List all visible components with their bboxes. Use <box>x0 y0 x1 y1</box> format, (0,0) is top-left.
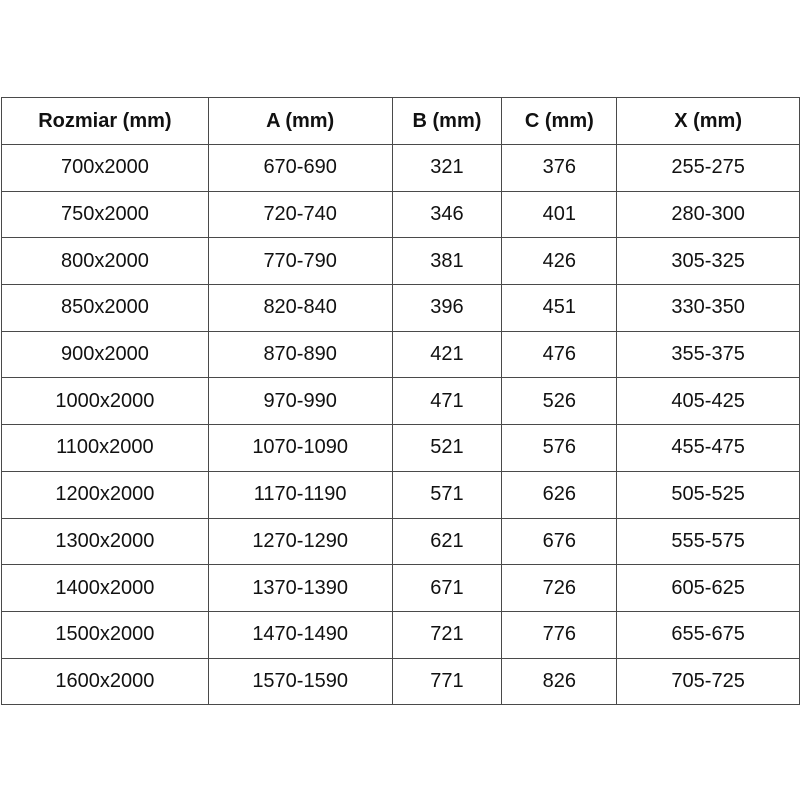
table-cell: 321 <box>391 144 503 192</box>
table-cell: 401 <box>501 190 618 239</box>
table-cell: 820-840 <box>207 284 393 332</box>
column-header: A (mm) <box>207 97 393 145</box>
table-cell: 576 <box>501 424 618 472</box>
table-cell: 670-690 <box>207 144 393 192</box>
table-cell: 396 <box>391 284 503 332</box>
table-cell: 255-275 <box>616 144 800 192</box>
table-cell: 451 <box>501 284 618 332</box>
table-cell: 1400x2000 <box>1 564 209 612</box>
table-cell: 1370-1390 <box>207 564 393 612</box>
table-row: 1200x2000 1170-1190 571 626 505-525 <box>1 470 800 519</box>
table-cell: 330-350 <box>616 284 800 332</box>
table-row: 800x2000 770-790 381 426 305-325 <box>1 237 800 286</box>
column-header: Rozmiar (mm) <box>1 97 209 145</box>
table-cell: 346 <box>391 190 503 239</box>
table-row: 700x2000 670-690 321 376 255-275 <box>1 144 800 192</box>
table-cell: 671 <box>391 564 503 612</box>
table-cell: 776 <box>501 610 618 659</box>
table-cell: 750x2000 <box>1 190 209 239</box>
table-cell: 476 <box>501 330 618 379</box>
table-cell: 1300x2000 <box>1 517 209 566</box>
table-cell: 726 <box>501 564 618 612</box>
table-cell: 1500x2000 <box>1 610 209 659</box>
table-cell: 1070-1090 <box>207 424 393 472</box>
table-cell: 870-890 <box>207 330 393 379</box>
table-cell: 526 <box>501 377 618 426</box>
table-cell: 280-300 <box>616 190 800 239</box>
table-cell: 1600x2000 <box>1 657 209 706</box>
table-row: 1400x2000 1370-1390 671 726 605-625 <box>1 564 800 612</box>
column-header: C (mm) <box>501 97 618 145</box>
table-cell: 826 <box>501 657 618 706</box>
table-row: 900x2000 870-890 421 476 355-375 <box>1 330 800 379</box>
table-cell: 720-740 <box>207 190 393 239</box>
table-cell: 571 <box>391 470 503 519</box>
table-cell: 376 <box>501 144 618 192</box>
table-cell: 1170-1190 <box>207 470 393 519</box>
table-cell: 621 <box>391 517 503 566</box>
table-cell: 555-575 <box>616 517 800 566</box>
table-cell: 850x2000 <box>1 284 209 332</box>
table-cell: 605-625 <box>616 564 800 612</box>
table-cell: 521 <box>391 424 503 472</box>
table-cell: 1470-1490 <box>207 610 393 659</box>
table-cell: 970-990 <box>207 377 393 426</box>
table-cell: 705-725 <box>616 657 800 706</box>
table-cell: 1100x2000 <box>1 424 209 472</box>
table-cell: 900x2000 <box>1 330 209 379</box>
table-cell: 455-475 <box>616 424 800 472</box>
table-cell: 421 <box>391 330 503 379</box>
table-cell: 721 <box>391 610 503 659</box>
table-row: 1100x2000 1070-1090 521 576 455-475 <box>1 424 800 472</box>
table-row: 850x2000 820-840 396 451 330-350 <box>1 284 800 332</box>
table-cell: 1570-1590 <box>207 657 393 706</box>
table-cell: 355-375 <box>616 330 800 379</box>
table-cell: 770-790 <box>207 237 393 286</box>
table-cell: 471 <box>391 377 503 426</box>
table-cell: 405-425 <box>616 377 800 426</box>
column-header: X (mm) <box>616 97 800 145</box>
table-cell: 426 <box>501 237 618 286</box>
table-cell: 626 <box>501 470 618 519</box>
dimensions-table: Rozmiar (mm) A (mm) B (mm) C (mm) X (mm) 700… <box>1 97 800 706</box>
table-cell: 771 <box>391 657 503 706</box>
table-row: 1500x2000 1470-1490 721 776 655-675 <box>1 610 800 659</box>
table-cell: 305-325 <box>616 237 800 286</box>
table-row: 1600x2000 1570-1590 771 826 705-725 <box>1 657 800 706</box>
table-cell: 800x2000 <box>1 237 209 286</box>
table-cell: 1200x2000 <box>1 470 209 519</box>
column-header: B (mm) <box>391 97 503 145</box>
table-cell: 1000x2000 <box>1 377 209 426</box>
table-cell: 505-525 <box>616 470 800 519</box>
header-row: Rozmiar (mm) A (mm) B (mm) C (mm) X (mm) <box>1 97 800 145</box>
table-cell: 700x2000 <box>1 144 209 192</box>
table-row: 1000x2000 970-990 471 526 405-425 <box>1 377 800 426</box>
table-row: 750x2000 720-740 346 401 280-300 <box>1 190 800 239</box>
table-row: 1300x2000 1270-1290 621 676 555-575 <box>1 517 800 566</box>
table-cell: 1270-1290 <box>207 517 393 566</box>
table-cell: 655-675 <box>616 610 800 659</box>
table-cell: 676 <box>501 517 618 566</box>
table-cell: 381 <box>391 237 503 286</box>
